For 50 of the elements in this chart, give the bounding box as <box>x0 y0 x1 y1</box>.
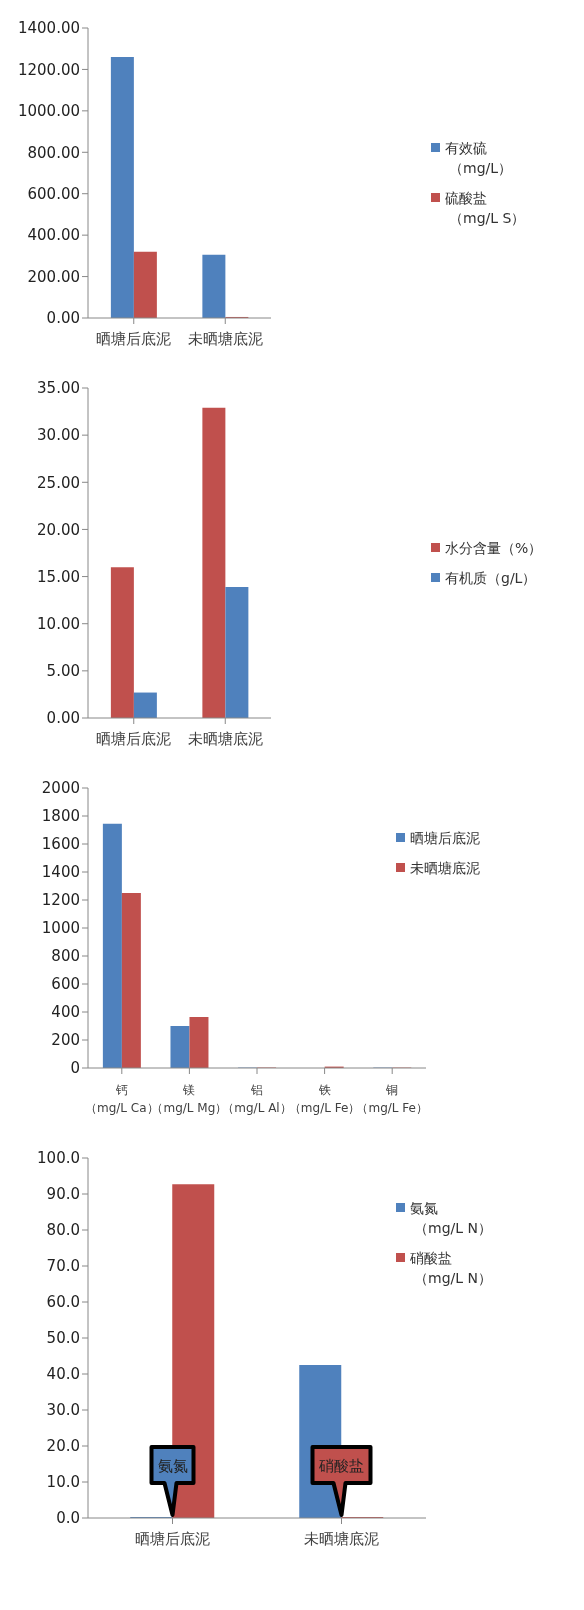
y-tick-label: 30.00 <box>37 426 80 445</box>
y-tick-label: 600 <box>51 975 80 994</box>
y-tick-label: 400.00 <box>27 226 80 245</box>
y-tick-label: 70.0 <box>46 1257 80 1276</box>
y-tick-label: 0.00 <box>46 709 80 728</box>
y-tick-label: 90.0 <box>46 1185 80 1204</box>
y-tick-label: 1400 <box>41 863 80 882</box>
y-tick-label: 1600 <box>41 835 80 854</box>
legend-label: 水分含量（%） <box>445 539 543 558</box>
y-tick-label: 1200 <box>41 891 80 910</box>
y-tick-label: 0.0 <box>56 1509 80 1528</box>
y-tick-label: 800 <box>51 947 80 966</box>
legend-label: 氨氮（mg/L N） <box>410 1199 492 1238</box>
y-tick-label: 35.00 <box>37 379 80 398</box>
y-tick-label: 20.0 <box>46 1437 80 1456</box>
annotation: 硝酸盐 <box>318 1456 364 1475</box>
y-tick-label: 60.0 <box>46 1293 80 1312</box>
y-tick-label: 80.0 <box>46 1221 80 1240</box>
y-tick-label: 1400.00 <box>17 19 80 38</box>
callout-arrow: 氨氮 <box>149 1444 196 1517</box>
y-tick-label: 200.00 <box>27 267 80 286</box>
legend-label: 硫酸盐（mg/L S） <box>445 189 526 228</box>
y-tick-label: 25.00 <box>37 473 80 492</box>
y-tick-label: 400 <box>51 1003 80 1022</box>
y-tick-label: 1000.00 <box>17 102 80 121</box>
y-tick-label: 600.00 <box>27 185 80 204</box>
y-tick-label: 50.0 <box>46 1329 80 1348</box>
y-tick-label: 30.0 <box>46 1401 80 1420</box>
legend-label: 有机质（g/L） <box>445 569 537 588</box>
legend-label: 未晒塘底泥 <box>410 859 480 878</box>
y-tick-label: 15.00 <box>37 567 80 586</box>
y-tick-label: 100.0 <box>37 1149 80 1168</box>
y-tick-label: 1200.00 <box>17 60 80 79</box>
y-tick-label: 5.00 <box>46 662 80 681</box>
y-tick-label: 0.00 <box>46 309 80 328</box>
y-tick-label: 1800 <box>41 807 80 826</box>
y-tick-label: 10.0 <box>46 1473 80 1492</box>
y-tick-label: 10.00 <box>37 615 80 634</box>
legend-label: 有效硫（mg/L） <box>445 139 513 178</box>
y-tick-label: 1000 <box>41 919 80 938</box>
y-tick-label: 800.00 <box>27 143 80 162</box>
annotation: 氨氮 <box>157 1456 188 1475</box>
y-tick-label: 20.00 <box>37 520 80 539</box>
y-tick-label: 0 <box>70 1059 80 1078</box>
legend-label: 晒塘后底泥 <box>410 829 480 848</box>
y-tick-label: 40.0 <box>46 1365 80 1384</box>
legend-label: 硝酸盐（mg/L N） <box>410 1249 492 1288</box>
callout-arrow: 硝酸盐 <box>310 1444 373 1517</box>
y-tick-label: 2000 <box>41 779 80 798</box>
y-tick-label: 200 <box>51 1031 80 1050</box>
